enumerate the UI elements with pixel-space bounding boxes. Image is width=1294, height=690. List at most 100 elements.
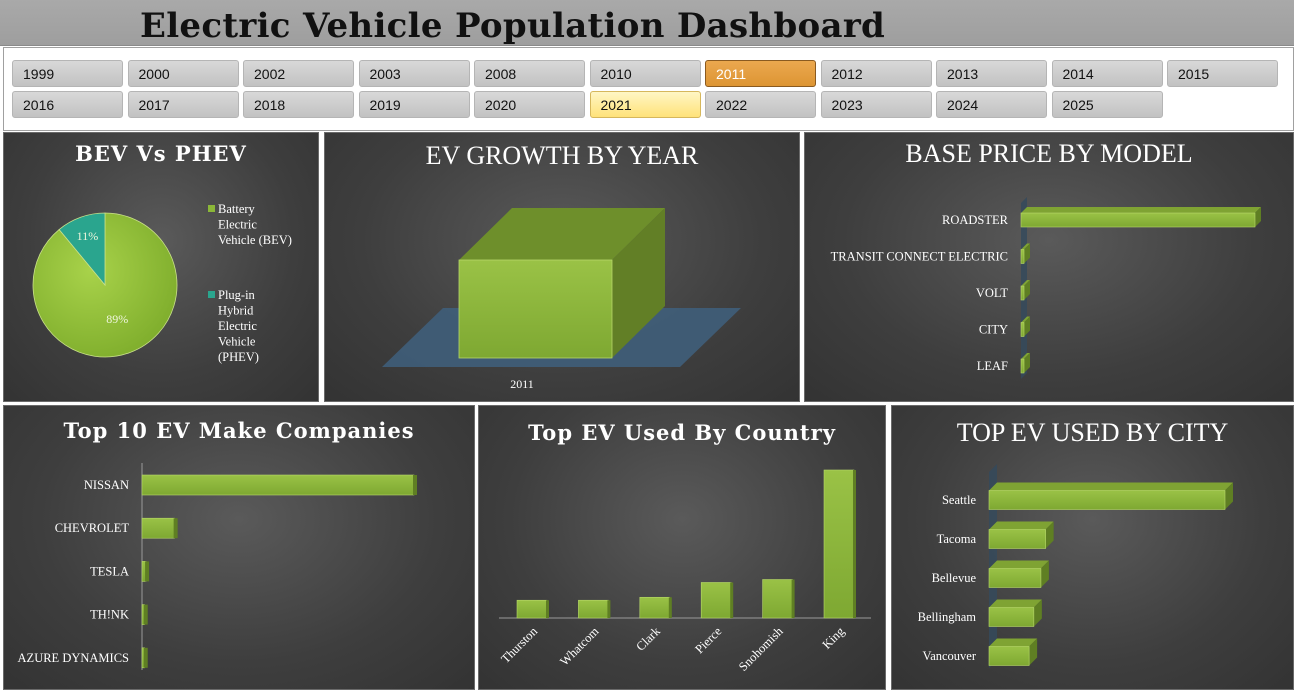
data-label: 11% xyxy=(77,229,99,243)
bar-king xyxy=(823,469,856,619)
bar-front xyxy=(1020,212,1256,228)
category-label: AZURE DYNAMICS xyxy=(18,651,130,665)
chart-title: TOP EV USED BY CITY xyxy=(956,418,1229,447)
category-label: ROADSTER xyxy=(942,213,1009,227)
category-label: King xyxy=(820,624,848,652)
year-button-2024[interactable]: 2024 xyxy=(936,91,1047,118)
year-button-2016[interactable]: 2016 xyxy=(12,91,123,118)
ev-growth-chart: 2011 xyxy=(382,208,741,391)
legend-entry: Electric xyxy=(218,319,257,333)
year-button-2010[interactable]: 2010 xyxy=(589,60,701,87)
category-label: Bellevue xyxy=(932,571,977,585)
category-label: LEAF xyxy=(977,359,1008,373)
year-button-2021[interactable]: 2021 xyxy=(589,91,701,118)
bar-whatcom xyxy=(578,599,611,619)
bar-front xyxy=(578,599,609,619)
bar-front xyxy=(988,646,1030,666)
legend-swatch xyxy=(208,205,215,212)
bar-side xyxy=(1040,560,1049,588)
bar-bellingham xyxy=(988,599,1042,627)
top-make-panel: Top 10 EV Make Companies NISSAN CHEVROLET… xyxy=(3,405,475,690)
bar-top xyxy=(989,482,1233,491)
bar-front xyxy=(1020,322,1025,337)
bar-side xyxy=(143,647,148,668)
category-label: Vancouver xyxy=(923,649,977,663)
bar-front xyxy=(639,596,671,619)
legend-entry: Electric xyxy=(218,218,257,232)
year-button-2013[interactable]: 2013 xyxy=(936,60,1047,87)
bar-side xyxy=(1045,521,1054,549)
year-button-2002[interactable]: 2002 xyxy=(243,60,354,87)
bar-roadster xyxy=(1020,207,1261,228)
bar-front xyxy=(1020,285,1025,301)
bar-city xyxy=(1020,316,1030,337)
bar-tesla xyxy=(141,561,150,582)
chart-title: EV GROWTH BY YEAR xyxy=(425,141,699,170)
year-button-2018[interactable]: 2018 xyxy=(243,91,354,118)
bar-transit-connect-electric xyxy=(1020,243,1030,264)
year-button-2014[interactable]: 2014 xyxy=(1051,60,1163,87)
category-label: TESLA xyxy=(90,564,129,578)
bar-side xyxy=(1225,482,1233,510)
bar-front xyxy=(1020,358,1025,374)
bar-side xyxy=(143,604,148,625)
year-button-2000[interactable]: 2000 xyxy=(127,60,239,87)
year-button-2008[interactable]: 2008 xyxy=(474,60,585,87)
bar-snohomish xyxy=(762,579,795,619)
top-country-chart: Thurston Whatcom Clark Pierce Snohomish King xyxy=(498,469,871,674)
bar-top xyxy=(1021,280,1030,286)
bar-front xyxy=(988,607,1035,627)
bar-front xyxy=(823,469,855,619)
top-country-panel: Top EV Used By Country Thurston Whatcom Cl… xyxy=(478,405,886,690)
bar-side xyxy=(1024,243,1030,264)
year-button-2017[interactable]: 2017 xyxy=(127,91,239,118)
legend-entry: Hybrid xyxy=(218,304,254,318)
category-label: CITY xyxy=(979,323,1008,337)
chart-title: Top 10 EV Make Companies xyxy=(63,418,415,443)
chart-title: Top EV Used By Country xyxy=(528,420,836,445)
category-label: Clark xyxy=(633,624,663,654)
bar-top xyxy=(989,599,1042,608)
bar-front xyxy=(762,579,793,619)
category-label: TH!NK xyxy=(90,608,129,622)
bar-front xyxy=(988,490,1226,510)
year-button-2025[interactable]: 2025 xyxy=(1051,91,1163,118)
top-city-chart: Seattle Tacoma Bellevue Bellingham Vancouver xyxy=(918,464,1233,668)
bar-side xyxy=(1024,353,1030,373)
year-button-2020[interactable]: 2020 xyxy=(474,91,585,118)
year-button-2019[interactable]: 2019 xyxy=(358,91,470,118)
bar-leaf xyxy=(1020,353,1030,374)
bar-front xyxy=(458,259,613,359)
bar-top xyxy=(989,560,1049,569)
bar-side xyxy=(668,597,672,618)
bar-top xyxy=(989,521,1054,530)
bar-side xyxy=(1033,599,1042,627)
bar-side xyxy=(173,518,178,539)
bar-front xyxy=(141,517,175,539)
year-slicer: 1999 2000 2002 2003 2008 2010 2011 2012 2013 2014… xyxy=(3,47,1294,131)
bar-top xyxy=(1021,207,1261,213)
category-label: Tacoma xyxy=(937,532,977,546)
bar-side xyxy=(791,579,795,618)
year-button-2022[interactable]: 2022 xyxy=(705,91,816,118)
category-label: Thurston xyxy=(498,624,540,666)
year-button-2011[interactable]: 2011 xyxy=(705,60,816,87)
year-button-1999[interactable]: 1999 xyxy=(12,60,123,87)
bar-vancouver xyxy=(988,638,1038,666)
bar-nissan xyxy=(141,474,417,496)
bar-top xyxy=(989,638,1038,647)
bar-side xyxy=(730,582,734,618)
year-button-2015[interactable]: 2015 xyxy=(1167,60,1278,87)
bar-front xyxy=(700,582,732,619)
year-button-2003[interactable]: 2003 xyxy=(358,60,470,87)
year-button-2023[interactable]: 2023 xyxy=(820,91,932,118)
bar-azure-dynamics xyxy=(141,647,148,669)
bar-side xyxy=(145,561,150,582)
bev-vs-phev-panel: BEV Vs PHEV 89% 11% Battery Electric Vehicle… xyxy=(3,132,319,402)
category-label: NISSAN xyxy=(84,478,129,492)
chart-title: BASE PRICE BY MODEL xyxy=(905,139,1193,168)
bar-front xyxy=(988,529,1046,549)
bar-2011 xyxy=(458,208,665,359)
year-button-2012[interactable]: 2012 xyxy=(820,60,932,87)
